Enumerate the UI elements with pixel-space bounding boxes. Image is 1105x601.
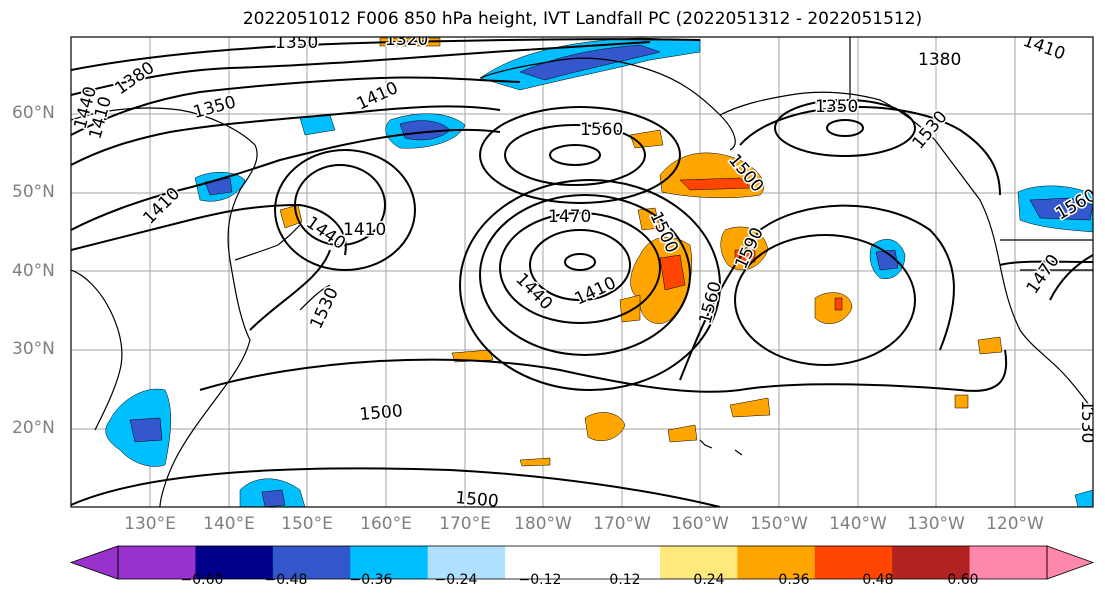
contour-label: 1350	[191, 92, 238, 123]
colorbar-tick-label: −0.36	[349, 572, 393, 588]
colorbar-extend-low	[69, 545, 119, 580]
lat-label-30n: 30°N	[12, 339, 55, 359]
colorbar-segment	[892, 546, 971, 579]
lat-label-50n: 50°N	[12, 182, 55, 202]
colorbar-segment	[969, 546, 1048, 579]
contour-label: 1350	[275, 33, 318, 53]
colorbar-segment	[659, 546, 738, 579]
lon-label: 150°W	[750, 514, 808, 534]
colorbar	[69, 545, 1095, 580]
contour-label: 1470	[1023, 251, 1064, 298]
colorbar-tick-label: −0.48	[264, 572, 308, 588]
contour-label: 1440	[302, 213, 349, 254]
colorbar-tick-label: 0.36	[778, 572, 810, 588]
colorbar-tick-label: 0.24	[693, 572, 725, 588]
contour-label: 1530	[306, 284, 342, 332]
lon-label: 150°E	[281, 514, 333, 534]
contour-label: 1500	[455, 488, 500, 512]
lon-label: 180°W	[514, 514, 572, 534]
lon-label: 160°W	[671, 514, 729, 534]
contour-label: 1380	[918, 50, 961, 70]
contour-label: 1320	[385, 30, 428, 50]
colorbar-tick-label: −0.24	[434, 572, 478, 588]
ivt-negative-regions	[105, 37, 1093, 507]
colorbar-segment	[427, 546, 506, 579]
contour-label: 1350	[815, 97, 858, 117]
colorbar-segment	[814, 546, 893, 579]
lon-label: 130°W	[907, 514, 965, 534]
colorbar-segment	[118, 546, 196, 579]
lon-label: 170°E	[439, 514, 491, 534]
contour-label: 1560	[580, 120, 623, 140]
map-title: 2022051012 F006 850 hPa height, IVT Land…	[242, 9, 923, 29]
contour-label: 1410	[572, 273, 620, 309]
colorbar-segment	[582, 546, 661, 579]
colorbar-tick-label: 0.60	[947, 572, 979, 588]
lon-label: 140°E	[203, 514, 255, 534]
colorbar-tick-label: 0.48	[862, 572, 894, 588]
colorbar-segment	[505, 546, 583, 579]
lat-label-20n: 20°N	[12, 418, 55, 438]
contour-label: 1410	[1020, 31, 1067, 65]
contour-label: 1500	[359, 401, 404, 425]
map-frame	[70, 36, 1094, 508]
contour-label: 1380	[111, 58, 158, 99]
lat-label-60n: 60°N	[12, 103, 55, 123]
contour-label: 1410	[343, 220, 386, 240]
lat-label-40n: 40°N	[12, 261, 55, 281]
height-contours	[71, 38, 1093, 507]
contour-label: 1530	[1077, 400, 1097, 443]
colorbar-segment	[195, 546, 274, 579]
colorbar-segment	[350, 546, 429, 579]
lon-label: 140°W	[829, 514, 887, 534]
lon-label: 130°E	[124, 514, 176, 534]
colorbar-extend-high	[1046, 545, 1095, 580]
coastlines	[71, 37, 1093, 507]
colorbar-segment	[737, 546, 816, 579]
colorbar-tick-label: −0.12	[518, 572, 562, 588]
lon-label: 160°E	[360, 514, 412, 534]
lon-label: 170°W	[593, 514, 651, 534]
colorbar-tick-label: 0.12	[609, 572, 641, 588]
lon-label: 120°W	[986, 514, 1044, 534]
colorbar-segment	[272, 546, 351, 579]
contour-label: 1470	[548, 207, 591, 227]
colorbar-tick-label: −0.60	[180, 572, 224, 588]
colorbar-frame	[117, 545, 1048, 580]
